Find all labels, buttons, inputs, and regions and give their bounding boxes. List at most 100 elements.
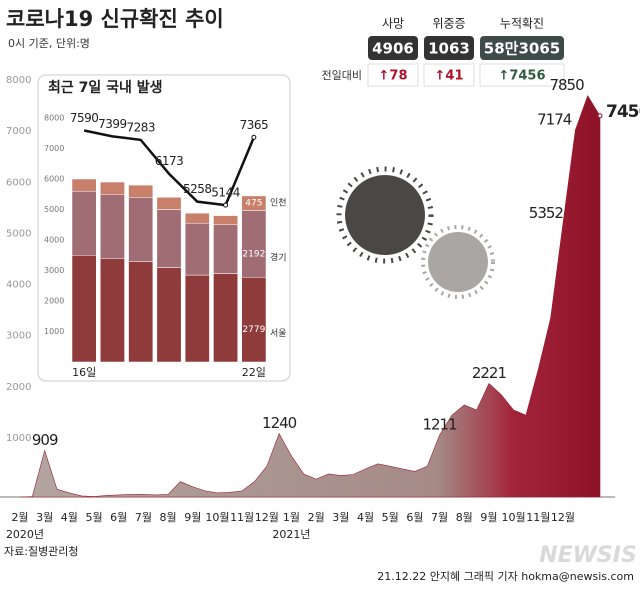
x-tick-label: 7월 <box>431 511 448 524</box>
value-label: 1211 <box>422 416 457 434</box>
x-tick-label: 22일 <box>242 365 266 379</box>
x-tick-label: 3월 <box>332 511 349 524</box>
logo: NEWSIS <box>539 543 637 568</box>
change-box <box>367 63 419 87</box>
x-tick-label: 2월 <box>308 511 325 524</box>
value-label: 1240 <box>262 414 297 432</box>
bar-value-label: 2779 <box>242 325 265 335</box>
line-value-label: 5258 <box>183 182 212 196</box>
bar-segment <box>128 184 154 198</box>
y-tick-label: 5000 <box>44 205 64 214</box>
subtitle: 0시 기준, 단위:명 <box>8 37 90 50</box>
stat-label: 누적확진 <box>500 17 544 31</box>
bar-segment <box>128 197 154 262</box>
y-tick-label: 4000 <box>6 280 31 291</box>
bar-segment <box>213 224 238 274</box>
line-value-label: 5144 <box>211 186 240 200</box>
value-label: 7456 <box>606 102 640 122</box>
bar-segment <box>156 209 182 268</box>
x-tick-label: 10월 <box>502 511 526 524</box>
source: 자료:질병관리청 <box>4 545 79 558</box>
stat-box <box>368 36 418 60</box>
line-value-label: 7283 <box>126 120 155 134</box>
x-tick-label: 10월 <box>205 511 229 524</box>
stat-label: 위중증 <box>432 17 465 31</box>
legend-label: 경기 <box>270 251 287 263</box>
main-chart: 1000 2000 3000 4000 5000 6000 7000 8000 2월 2020년 3… <box>0 75 640 541</box>
value-label: 7174 <box>537 111 572 129</box>
stat-change: ↑41 <box>435 69 464 84</box>
stat-box <box>480 36 564 60</box>
bar-segment <box>128 261 154 363</box>
stat-value: 58만3065 <box>484 40 560 58</box>
value-label: 2221 <box>472 364 507 382</box>
virus-illustration <box>336 166 495 299</box>
line-point <box>223 202 229 208</box>
stat-box <box>424 36 474 60</box>
line-value-label: 7365 <box>240 118 269 132</box>
line-value-label: 7590 <box>70 111 99 125</box>
bar-segment <box>184 222 210 276</box>
stats: 사망 4906 ↑78 위중증 1063 ↑41 누적확진 58만3065 ↑7456 전일대비 <box>322 17 565 87</box>
legend-label: 서울 <box>270 328 287 339</box>
x-tick-label: 3월 <box>36 511 53 524</box>
y-tick-label: 6000 <box>44 175 64 184</box>
x-tick-label: 8월 <box>160 511 177 524</box>
line-point <box>251 134 257 140</box>
bar-segment <box>100 181 125 195</box>
area <box>19 94 601 498</box>
x-tick-label: 11월 <box>526 511 550 524</box>
y-tick-label: 8000 <box>6 75 31 86</box>
y-tick-label: 3000 <box>44 266 64 275</box>
stat-change: ↑7456 <box>498 69 545 84</box>
bar-segment <box>241 276 267 363</box>
x-tick-label: 7월 <box>135 511 152 524</box>
stat-value: 4906 <box>372 40 414 58</box>
x-tick-label: 12월 <box>551 511 575 524</box>
bar-segment <box>213 215 238 226</box>
x-tick-label: 4월 <box>61 511 78 524</box>
change-box <box>423 63 475 87</box>
value-label: 7850 <box>549 76 584 94</box>
x-tick-label: 4월 <box>357 511 374 524</box>
stat-value: 1063 <box>428 40 470 58</box>
bar-segment <box>184 212 210 224</box>
y-tick-label: 2000 <box>6 382 31 393</box>
bar-segment <box>100 194 125 259</box>
y-tick-label: 7000 <box>44 144 64 153</box>
x-tick-label: 12월 <box>255 511 279 524</box>
year-label: 2021년 <box>272 528 310 541</box>
x-tick-label: 9월 <box>184 511 201 524</box>
y-tick-label: 6000 <box>6 177 31 188</box>
y-tick-label: 4000 <box>44 236 64 245</box>
x-tick-label: 8월 <box>456 511 473 524</box>
bar-segment <box>213 273 238 363</box>
bar-segment <box>100 258 125 363</box>
bar-value-label: 475 <box>245 199 262 209</box>
compare-label: 전일대비 <box>322 68 362 82</box>
x-tick-label: 9월 <box>480 511 497 524</box>
change-box <box>479 63 565 87</box>
x-tick-label: 2월 <box>11 511 28 524</box>
y-tick-label: 2000 <box>44 297 64 306</box>
title: 코로나19 신규확진 추이 <box>6 7 224 31</box>
x-tick-label: 5월 <box>85 511 102 524</box>
y-tick-label: 1000 <box>44 327 64 336</box>
bar-segment <box>156 267 182 363</box>
y-tick-label: 3000 <box>6 331 31 342</box>
inset-chart: 최근 7일 국내 발생 1000 2000 3000 4000 5000 6000 7000 8… <box>44 79 287 379</box>
legend-label: 인천 <box>270 198 287 209</box>
bar-segment <box>71 255 97 363</box>
x-tick-label: 5월 <box>382 511 399 524</box>
inset-title: 최근 7일 국내 발생 <box>48 79 163 96</box>
y-tick-label: 8000 <box>44 114 64 123</box>
x-tick-label: 11월 <box>230 511 254 524</box>
stat-change: ↑78 <box>379 69 408 84</box>
x-tick-label: 16일 <box>72 365 96 379</box>
value-label: 909 <box>32 431 58 449</box>
bar-value-label: 2192 <box>242 249 265 259</box>
bar-segment <box>71 178 97 192</box>
year-label: 2020년 <box>6 528 44 541</box>
value-label: 5352 <box>529 204 564 222</box>
